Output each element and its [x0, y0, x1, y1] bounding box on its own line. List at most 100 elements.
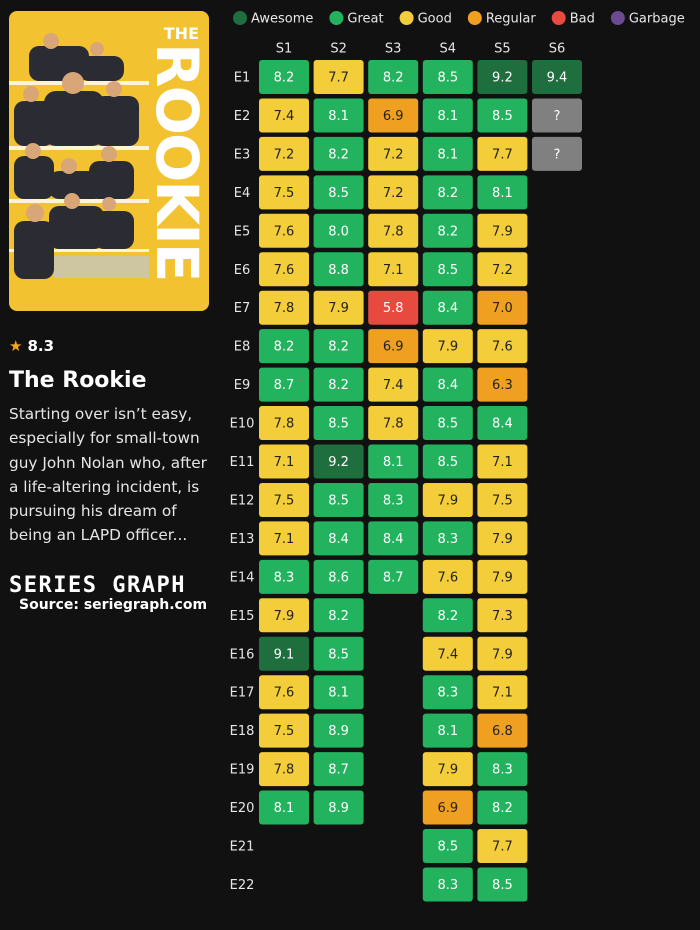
rating-cell [259, 213, 309, 248]
rating-label: 8.2 [437, 609, 458, 624]
rating-cell [313, 60, 364, 94]
star-icon: ★ [9, 337, 23, 355]
poster-people [14, 46, 139, 279]
rating-label: 9.2 [328, 455, 349, 470]
rating-cell [477, 213, 528, 248]
rating-cell [422, 521, 473, 556]
rating-label: 8.5 [437, 840, 458, 855]
rating-cell [422, 329, 473, 364]
legend-swatch [399, 11, 414, 25]
rating-label: 7.4 [274, 109, 295, 124]
season-label: S3 [385, 42, 402, 57]
rating-label: 8.9 [328, 801, 349, 816]
legend-label: Awesome [251, 12, 313, 27]
legend-label: Good [418, 12, 452, 27]
rating-label: 8.4 [328, 532, 349, 547]
rating-value: 8.3 [27, 337, 55, 355]
rating-cell [259, 636, 309, 671]
rating-cell [477, 559, 528, 594]
rating-cell [259, 790, 309, 825]
rating-cell [422, 867, 473, 902]
rating-cell [259, 98, 309, 133]
rating-label: 8.9 [328, 724, 349, 739]
rating-label: ? [554, 109, 561, 124]
rating-label: 8.2 [437, 224, 458, 239]
rating-label: 8.3 [437, 686, 458, 701]
rating-label: 8.3 [383, 493, 404, 508]
rating-cell [368, 329, 419, 364]
season-label: S1 [276, 42, 293, 57]
rating-label: 7.6 [274, 224, 295, 239]
rating-cell [477, 636, 528, 671]
episode-label: E10 [230, 417, 255, 432]
rating-cell [477, 329, 528, 364]
rating-cell [368, 98, 419, 133]
rating-cell [313, 790, 364, 825]
rating-cell [313, 675, 364, 710]
rating-label: 8.4 [492, 417, 513, 432]
rating-label: 7.1 [274, 532, 295, 547]
legend-swatch [329, 11, 344, 25]
episode-label: E21 [230, 840, 255, 855]
rating-label: 6.9 [383, 340, 404, 355]
rating-cell [368, 60, 419, 94]
rating-label: 8.1 [328, 686, 349, 701]
episode-label: E2 [234, 109, 251, 124]
rating-label: 7.0 [492, 301, 513, 316]
rating-cell [477, 598, 528, 633]
poster: THE ROOKIE [9, 11, 209, 311]
rating-label: 7.9 [492, 570, 513, 585]
rating-cell [477, 713, 528, 748]
rating-cell [422, 482, 473, 517]
episode-label: E3 [234, 147, 251, 162]
rating-label: 8.5 [437, 455, 458, 470]
rating-cell [313, 98, 364, 133]
rating-cell [477, 829, 528, 863]
poster-skyline [54, 256, 149, 278]
rating-label: 8.5 [437, 417, 458, 432]
rating-label: 7.5 [274, 493, 295, 508]
rating-cell [313, 444, 364, 479]
rating-cell [532, 98, 582, 133]
rating-cell [313, 136, 364, 171]
show-title: The Rookie [9, 368, 147, 393]
rating-label: 8.2 [492, 801, 513, 816]
rating-label: 8.5 [328, 493, 349, 508]
rating-label: 8.2 [328, 340, 349, 355]
legend-swatch [467, 11, 482, 25]
rating-cell [259, 329, 309, 364]
rating-cell [259, 559, 309, 594]
rating-cell [259, 406, 309, 441]
episode-label: E11 [230, 455, 255, 470]
rating-cell [313, 290, 364, 325]
rating-cell [422, 713, 473, 748]
rating-cell [313, 406, 364, 441]
rating-cell [313, 482, 364, 517]
rating-cell [313, 752, 364, 787]
rating-label: 7.9 [437, 340, 458, 355]
rating-cell [368, 175, 419, 210]
rating-label: 7.9 [437, 763, 458, 778]
episode-label: E22 [230, 878, 255, 893]
rating-label: 9.1 [274, 647, 295, 662]
rating-label: 7.2 [383, 186, 404, 201]
episode-label: E20 [230, 801, 255, 816]
rating-label: 8.5 [492, 878, 513, 893]
rating-cell [259, 367, 309, 402]
rating-label: 8.3 [492, 763, 513, 778]
legend-swatch [233, 11, 247, 25]
rating-label: 8.3 [437, 532, 458, 547]
rating-cell [422, 290, 473, 325]
rating-label: 8.4 [437, 378, 458, 393]
rating-cell [477, 790, 528, 825]
rating-label: 7.9 [437, 493, 458, 508]
rating-cell [313, 559, 364, 594]
rating-cell [259, 482, 309, 517]
rating-cell [477, 444, 528, 479]
season-label: S6 [549, 42, 566, 57]
rating-label: 5.8 [383, 301, 404, 316]
rating-cell [477, 521, 528, 556]
rating-cell [259, 521, 309, 556]
episode-label: E7 [234, 301, 251, 316]
